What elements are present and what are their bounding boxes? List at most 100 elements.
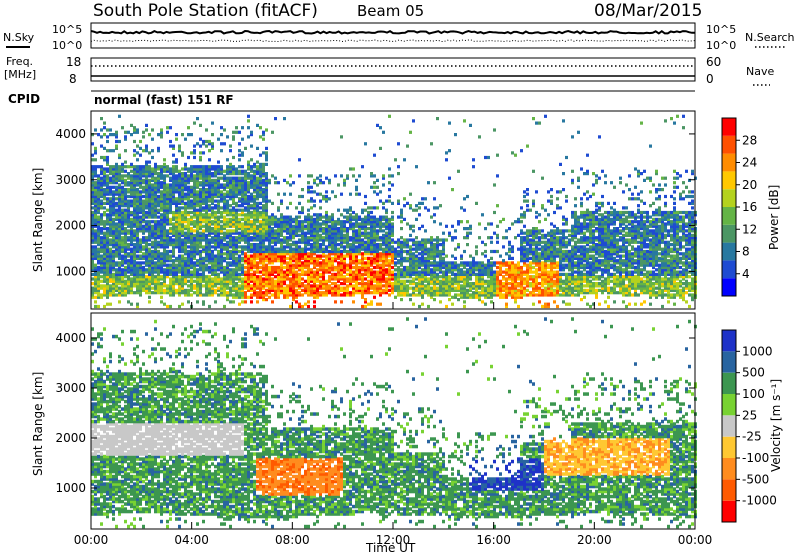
power-cell xyxy=(160,229,163,233)
power-cell xyxy=(211,174,214,178)
power-cell xyxy=(187,176,190,180)
power-cell xyxy=(157,165,160,169)
power-cell xyxy=(211,213,214,217)
power-cell xyxy=(106,192,109,196)
power-cell xyxy=(142,201,145,205)
power-cell xyxy=(325,254,328,258)
power-cell xyxy=(193,254,196,258)
power-cell xyxy=(271,240,274,244)
power-cell xyxy=(310,284,313,288)
nsearch-label: N.Search xyxy=(745,31,795,44)
power-cell xyxy=(220,238,223,242)
power-cell xyxy=(145,178,148,182)
power-cell xyxy=(211,144,214,148)
power-cell xyxy=(244,291,247,295)
power-cell xyxy=(211,284,214,288)
power-cell xyxy=(142,254,145,258)
power-cell xyxy=(196,204,199,208)
power-cell xyxy=(187,155,190,160)
power-cell xyxy=(139,215,142,219)
power-cell xyxy=(175,236,178,240)
power-cell xyxy=(124,217,127,221)
power-cell xyxy=(97,199,100,203)
power-cell xyxy=(100,229,103,233)
power-cell xyxy=(187,252,190,256)
power-cell xyxy=(202,172,205,176)
power-cell xyxy=(103,155,106,160)
power-cell xyxy=(127,259,130,263)
power-cell xyxy=(220,254,223,258)
power-cell xyxy=(250,215,253,219)
power-cell xyxy=(169,139,172,144)
power-cell xyxy=(175,215,178,219)
power-cell xyxy=(235,204,238,208)
power-cell xyxy=(139,153,142,157)
power-cell xyxy=(238,208,241,212)
power-cell xyxy=(181,215,184,219)
power-cell xyxy=(106,277,109,281)
power-cell xyxy=(91,215,94,219)
power-cell xyxy=(112,263,115,267)
power-cell xyxy=(151,275,154,279)
power-cell xyxy=(97,194,100,199)
power-cell xyxy=(130,229,133,233)
power-cell xyxy=(181,197,184,201)
power-cell xyxy=(121,208,124,212)
power-cell xyxy=(130,204,133,208)
power-cell xyxy=(391,222,394,226)
power-cell xyxy=(223,178,226,182)
power-cell xyxy=(358,265,361,270)
power-cell xyxy=(205,190,208,194)
power-cell xyxy=(172,176,175,180)
power-cell xyxy=(265,293,268,297)
power-cell xyxy=(253,256,256,260)
power-cell xyxy=(214,183,217,187)
power-cell xyxy=(127,263,130,267)
power-cell xyxy=(130,302,133,306)
power-cell xyxy=(244,192,247,196)
power-cell xyxy=(97,236,100,240)
power-cell xyxy=(373,206,376,210)
power-cell xyxy=(136,192,139,196)
power-cell xyxy=(163,256,166,260)
power-cell xyxy=(163,162,166,166)
power-cell xyxy=(223,199,226,203)
power-cell xyxy=(115,282,118,286)
power-cell xyxy=(124,178,127,182)
power-cell xyxy=(235,130,238,134)
power-cell xyxy=(250,231,253,235)
power-cell xyxy=(196,275,199,279)
power-cell xyxy=(259,279,262,283)
power-cell xyxy=(136,231,139,235)
power-cell xyxy=(145,222,148,226)
power-cell xyxy=(172,240,175,244)
power-cell xyxy=(139,146,142,150)
power-cell xyxy=(136,265,139,270)
power-cell xyxy=(199,240,202,244)
power-cell xyxy=(388,114,391,118)
power-cell xyxy=(91,231,94,235)
power-cell xyxy=(262,204,265,208)
power-cell xyxy=(145,240,148,244)
power-cell xyxy=(97,201,100,205)
power-cell xyxy=(238,213,241,217)
power-cell xyxy=(244,277,247,281)
power-cell xyxy=(334,194,337,199)
power-cell xyxy=(178,144,181,148)
power-cell xyxy=(163,227,166,231)
power-cell xyxy=(214,222,217,226)
power-cell xyxy=(136,279,139,283)
power-cell xyxy=(178,288,181,292)
power-cell xyxy=(262,265,265,270)
power-cell xyxy=(235,208,238,212)
power-cell xyxy=(166,130,169,134)
power-cell xyxy=(373,174,376,178)
power-cell xyxy=(142,277,145,281)
power-cell xyxy=(304,270,307,274)
power-cell xyxy=(361,304,364,309)
power-cell xyxy=(148,282,151,286)
power-cell xyxy=(256,236,259,240)
power-cell xyxy=(262,217,265,221)
power-cell xyxy=(385,231,388,235)
power-cell xyxy=(199,272,202,276)
